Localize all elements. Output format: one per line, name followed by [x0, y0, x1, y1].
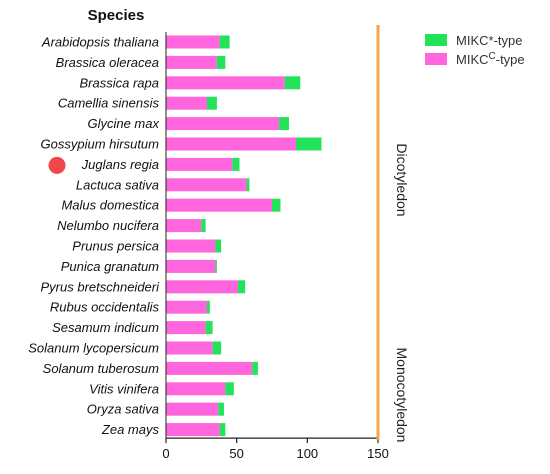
x-axis: 0 50 100 150 — [162, 32, 389, 461]
bar-mikc_c-10 — [166, 239, 216, 253]
bar-mikc_star-8 — [272, 198, 281, 212]
bar-mikc_star-12 — [238, 280, 246, 294]
species-label: Prunus persica — [72, 239, 159, 254]
x-tick-label: 150 — [367, 446, 389, 461]
legend-label-tail: -type — [496, 52, 525, 67]
bar-mikc_star-9 — [201, 219, 206, 233]
species-label: Vitis vinifera — [89, 381, 159, 396]
bar-mikc_c-18 — [166, 402, 219, 416]
bar-mikc_c-1 — [166, 55, 217, 69]
bar-mikc_c-17 — [166, 382, 226, 396]
bar-mikc_star-13 — [206, 300, 210, 314]
bar-mikc_star-1 — [216, 55, 226, 69]
x-tick-label: 0 — [162, 446, 169, 461]
species-label: Lactuca sativa — [76, 177, 159, 192]
legend-label-main: MIKC* — [456, 33, 494, 48]
bar-mikc_c-3 — [166, 96, 207, 110]
legend-label-mikc_c: MIKCC-type — [456, 51, 525, 67]
legend-label-mikc_star: MIKC*-type — [456, 33, 522, 48]
bar-mikc_star-10 — [215, 239, 222, 253]
legend-swatch-mikc_c — [425, 53, 447, 65]
group-brackets: Dicotyledon Monocotyledon — [376, 25, 410, 443]
bar-mikc_c-13 — [166, 300, 207, 314]
species-label: Solanum lycopersicum — [28, 341, 159, 356]
bar-mikc_c-12 — [166, 280, 239, 294]
bar-mikc_star-11 — [215, 259, 217, 273]
bar-mikc_star-7 — [246, 178, 250, 192]
legend-swatch-mikc_star — [425, 34, 447, 46]
bar-mikc_star-15 — [212, 341, 222, 355]
species-label: Rubus occidentalis — [50, 300, 160, 315]
bar-mikc_star-14 — [205, 321, 213, 335]
bar-mikc_c-5 — [166, 137, 297, 151]
species-label: Brassica oleracea — [56, 55, 159, 70]
legend-label-tail: -type — [494, 33, 523, 48]
group-label: Dicotyledon — [394, 143, 410, 216]
bar-mikc_star-19 — [219, 423, 226, 437]
bar-mikc_c-19 — [166, 423, 220, 437]
species-label: Solanum tuberosum — [43, 361, 160, 376]
highlight-dot — [48, 156, 66, 174]
bar-mikc_star-2 — [284, 76, 301, 90]
x-tick-label: 50 — [229, 446, 243, 461]
species-label: Gossypium hirsutum — [41, 137, 160, 152]
bar-mikc_c-11 — [166, 259, 216, 273]
bar-mikc_c-9 — [166, 219, 202, 233]
bar-mikc_star-17 — [225, 382, 234, 396]
legend-label-main: MIKC — [456, 52, 489, 67]
bar-mikc_c-4 — [166, 117, 280, 131]
species-label: Glycine max — [87, 116, 159, 131]
bar-mikc_star-18 — [218, 402, 224, 416]
bar-mikc_star-6 — [232, 157, 240, 171]
bar-mikc_star-0 — [219, 35, 230, 49]
bar-mikc_c-6 — [166, 157, 233, 171]
bar-mikc_c-15 — [166, 341, 213, 355]
species-label: Sesamum indicum — [52, 320, 159, 335]
species-label: Oryza sativa — [87, 402, 159, 417]
species-label: Pyrus bretschneideri — [41, 279, 161, 294]
bars — [166, 35, 322, 437]
species-label: Nelumbo nucifera — [57, 218, 159, 233]
bar-mikc_c-8 — [166, 198, 272, 212]
species-label: Brassica rapa — [80, 75, 159, 90]
species-label: Punica granatum — [61, 259, 159, 274]
bar-mikc_c-7 — [166, 178, 247, 192]
bar-mikc_c-16 — [166, 361, 253, 375]
x-tick-label: 100 — [296, 446, 318, 461]
species-label: Arabidopsis thaliana — [41, 35, 159, 50]
species-label: Zea mays — [101, 422, 160, 437]
species-labels: Arabidopsis thaliana Brassica oleracea Bra… — [28, 35, 160, 438]
group-label: Monocotyledon — [394, 348, 410, 443]
bar-mikc_star-3 — [206, 96, 217, 110]
bar-mikc_c-0 — [166, 35, 220, 49]
bar-mikc_star-5 — [296, 137, 322, 151]
species-label: Malus domestica — [61, 198, 159, 213]
bar-mikc_star-16 — [252, 361, 258, 375]
highlight-marker — [48, 156, 66, 174]
bar-mikc_c-14 — [166, 321, 206, 335]
species-label: Juglans regia — [81, 157, 159, 172]
legend-label-superscript: C — [489, 51, 496, 62]
bar-mikc_c-2 — [166, 76, 285, 90]
y-axis-title: Species — [88, 7, 145, 24]
species-label: Camellia sinensis — [58, 96, 160, 111]
bar-mikc_star-4 — [279, 117, 289, 131]
